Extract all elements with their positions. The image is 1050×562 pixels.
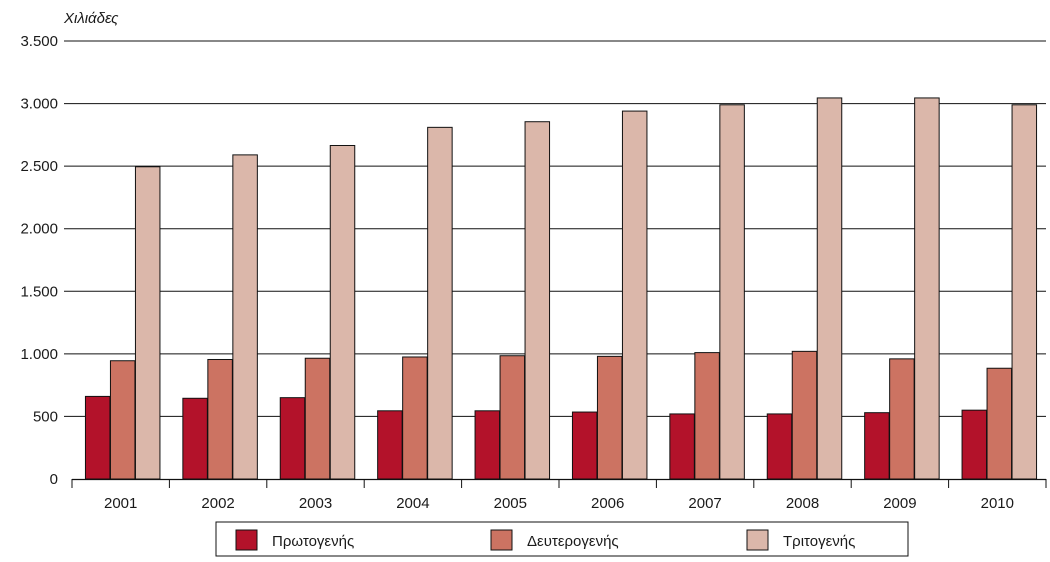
x-tick-label: 2001 [104, 495, 137, 512]
legend-swatch-Δευτερογενής [490, 529, 513, 551]
bar-Δευτερογενής-2001 [109, 360, 136, 480]
axes: 0 500 1.000 1.500 2.000 2.500 3.000 3.500 2001 20… [20, 33, 1047, 512]
legend: Πρωτογενής Δευτερογενής Τριτογενής [215, 521, 909, 557]
gridlines [64, 40, 1046, 417]
y-tick-label: 1.000 [20, 346, 58, 363]
x-tick-label: 2002 [201, 495, 234, 512]
bar-Πρωτογενής-2003 [279, 397, 306, 480]
bar-Πρωτογενής-2008 [766, 413, 793, 480]
y-tick-label: 3.500 [20, 33, 58, 50]
bar-Τριτογενής-2010 [1011, 104, 1038, 480]
y-tick-label: 0 [50, 471, 58, 488]
legend-label: Δευτερογενής [527, 533, 619, 550]
x-tick-label: 2007 [688, 495, 721, 512]
bar-Δευτερογενής-2003 [304, 357, 331, 480]
bar-Πρωτογενής-2007 [669, 413, 695, 480]
bar-Τριτογενής-2001 [134, 166, 161, 480]
bar-Πρωτογενής-2004 [377, 410, 403, 480]
legend-label: Πρωτογενής [272, 533, 354, 550]
y-tick-label: 1.500 [20, 283, 58, 300]
bar-Τριτογενής-2008 [816, 97, 843, 480]
x-tick-label: 2005 [494, 495, 527, 512]
bars [84, 97, 1038, 480]
bar-Πρωτογενής-2006 [571, 411, 598, 480]
y-tick-label: 2.500 [20, 158, 58, 175]
bar-Πρωτογενής-2002 [182, 397, 208, 480]
y-tick-label: 500 [33, 408, 58, 425]
bar-Πρωτογενής-2005 [474, 410, 501, 480]
bar-Τριτογενής-2005 [524, 121, 551, 480]
bar-Δευτερογενής-2009 [889, 358, 915, 480]
bar-Δευτερογενής-2010 [986, 367, 1013, 480]
bar-Τριτογενής-2004 [427, 126, 453, 480]
bar-Δευτερογενής-2006 [596, 355, 623, 480]
bar-Τριτογενής-2009 [914, 97, 940, 480]
bar-Πρωτογενής-2010 [961, 409, 988, 480]
y-unit-label: Χιλιάδες [64, 10, 119, 27]
y-tick-label: 2.000 [20, 221, 58, 238]
bar-Πρωτογενής-2009 [864, 412, 890, 480]
x-tick-label: 2008 [786, 495, 819, 512]
bar-Τριτογενής-2002 [232, 154, 258, 480]
x-tick-label: 2003 [299, 495, 332, 512]
bar-Πρωτογενής-2001 [84, 395, 111, 480]
x-tick-label: 2010 [981, 495, 1014, 512]
x-tick-label: 2006 [591, 495, 624, 512]
x-tick-label: 2004 [396, 495, 429, 512]
bar-Τριτογενής-2003 [329, 144, 356, 480]
legend-box [215, 521, 909, 557]
legend-swatch-Τριτογενής [746, 529, 769, 551]
legend-label: Τριτογενής [783, 533, 855, 550]
y-tick-label: 3.000 [20, 96, 58, 113]
x-tick-label: 2009 [883, 495, 916, 512]
bar-Δευτερογενής-2002 [207, 358, 233, 480]
bar-Δευτερογενής-2007 [694, 352, 720, 480]
legend-swatch-Πρωτογενής [235, 529, 258, 551]
bar-Δευτερογενής-2005 [499, 355, 526, 480]
bar-Δευτερογενής-2004 [402, 356, 428, 480]
bar-Δευτερογενής-2008 [791, 350, 818, 480]
bar-Τριτογενής-2007 [719, 104, 745, 480]
bar-Τριτογενής-2006 [621, 110, 648, 480]
